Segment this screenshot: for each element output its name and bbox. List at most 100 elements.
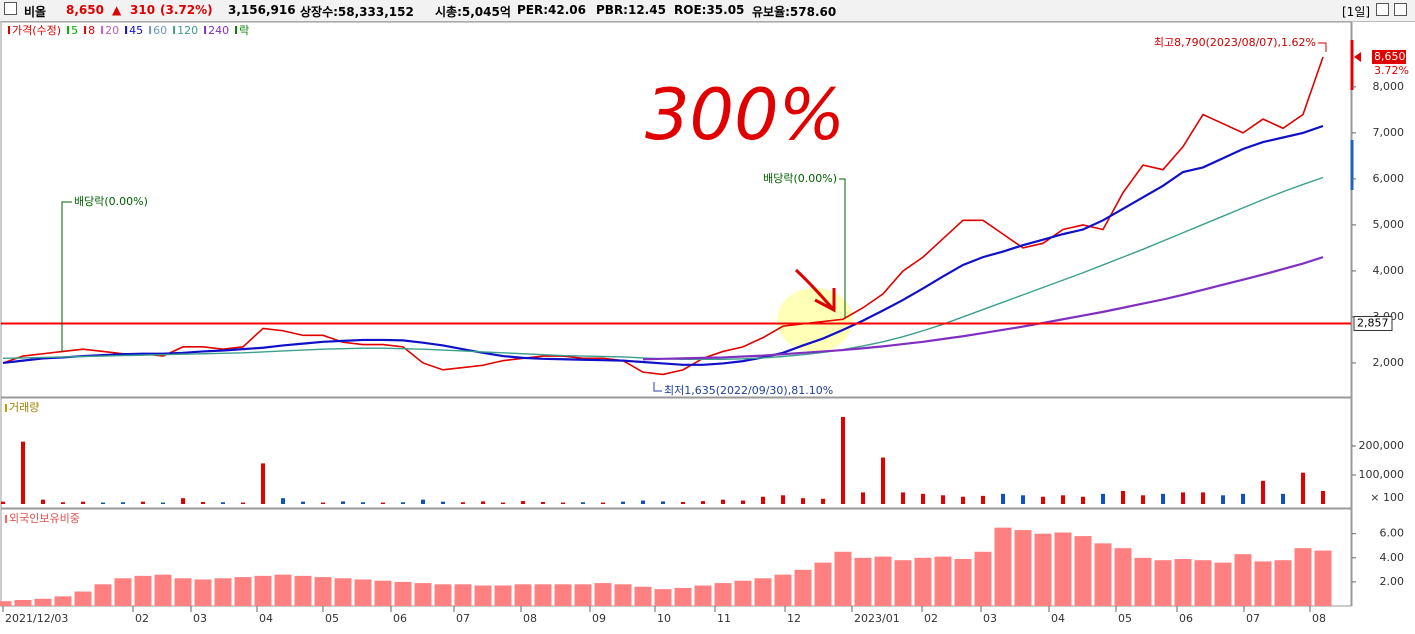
bar: [1034, 533, 1052, 606]
panel-title: 거래량: [9, 401, 39, 414]
bar: [14, 599, 32, 606]
bar: [301, 501, 305, 504]
bar: [1254, 561, 1272, 606]
bar: [1014, 530, 1032, 606]
low-note: 최저1,635(2022/09/30),81.10%: [664, 384, 833, 397]
volume: 3,156,916: [228, 3, 296, 17]
legend-label: 240: [208, 24, 229, 37]
bar: [821, 498, 825, 504]
bar: [261, 463, 265, 504]
bar: [154, 574, 172, 606]
legend-label: 8: [88, 24, 95, 37]
legend-label: 120: [177, 24, 198, 37]
bar: [601, 502, 605, 504]
y-tick-label: 7,000: [1373, 126, 1405, 139]
bar: [854, 557, 872, 606]
bar: [281, 498, 285, 504]
bar: [561, 502, 565, 504]
dividend-note: 배당락(0.00%): [74, 195, 148, 208]
arrow: ▲: [112, 3, 122, 17]
bar: [1061, 495, 1065, 504]
period[interactable]: [1일]: [1342, 5, 1371, 19]
bar: [1101, 493, 1105, 504]
legend-swatch: [235, 26, 238, 34]
bar: [141, 501, 145, 504]
x-tick-label: 10: [657, 612, 671, 625]
y-tick-label: 8,000: [1373, 80, 1405, 93]
bar: [681, 501, 685, 504]
bar: [1294, 548, 1312, 606]
checkbox[interactable]: [4, 2, 17, 15]
bar: [861, 492, 865, 504]
bar: [841, 416, 845, 504]
x-tick-label: 03: [983, 612, 997, 625]
bar: [401, 502, 405, 504]
bar: [1021, 495, 1025, 504]
x-tick-label: 08: [523, 612, 537, 625]
bar: [161, 502, 165, 504]
panel-swatch: [5, 404, 7, 412]
bar: [741, 500, 745, 504]
listed: 상장수:58,333,152: [300, 5, 414, 19]
bar: [1274, 560, 1292, 606]
last-label: 8,650: [1374, 50, 1406, 63]
x-tick-label: 11: [717, 612, 731, 625]
bar: [481, 501, 485, 504]
legend-swatch: [204, 26, 207, 34]
bar: [341, 501, 345, 504]
bar: [534, 584, 552, 606]
bar: [21, 441, 25, 504]
bar: [1194, 560, 1212, 606]
legend-swatch: [173, 26, 176, 34]
bar: [1201, 492, 1205, 504]
bar: [674, 587, 692, 606]
bar: [121, 502, 125, 504]
bar: [781, 495, 785, 504]
bar: [34, 598, 52, 606]
bar: [941, 495, 945, 504]
bar: [794, 569, 812, 606]
bar: [874, 556, 892, 606]
legend-swatch: [84, 26, 87, 34]
legend-label: 45: [129, 24, 143, 37]
bar: [1221, 495, 1225, 504]
bar: [1074, 536, 1092, 606]
legend-label: 20: [105, 24, 119, 37]
bar: [621, 501, 625, 504]
legend-label: 락: [239, 24, 249, 37]
bar: [81, 501, 85, 504]
legend-label: 60: [153, 24, 167, 37]
bar: [194, 579, 212, 606]
bar: [694, 585, 712, 606]
bar: [721, 499, 725, 504]
bar: [421, 499, 425, 504]
bar: [101, 502, 105, 504]
x-tick-label: 2021/12/03: [5, 612, 68, 625]
bar: [1321, 490, 1325, 504]
per: PER:42.06: [517, 3, 586, 17]
x-tick-label: 05: [1118, 612, 1132, 625]
bar: [494, 585, 512, 606]
bar: [1114, 548, 1132, 606]
reference-label-box: [1353, 316, 1393, 332]
close-button[interactable]: [1394, 3, 1407, 16]
x-tick-label: 02: [135, 612, 149, 625]
bar: [74, 591, 92, 606]
legend-swatch: [125, 26, 128, 34]
bar: [921, 493, 925, 504]
bar: [1141, 495, 1145, 504]
unit-label: × 100: [1370, 491, 1404, 504]
legend-swatch: [101, 26, 104, 34]
bar: [334, 578, 352, 606]
min-button[interactable]: [1376, 3, 1389, 16]
bar: [1161, 493, 1165, 504]
bar: [214, 578, 232, 606]
y-tick-label: 6.00: [1380, 527, 1405, 540]
bar: [1134, 557, 1152, 606]
dividend-pointer: [839, 178, 846, 318]
bar: [934, 556, 952, 606]
bar: [574, 584, 592, 606]
bar: [1281, 493, 1285, 504]
panel-swatch: [5, 515, 7, 523]
